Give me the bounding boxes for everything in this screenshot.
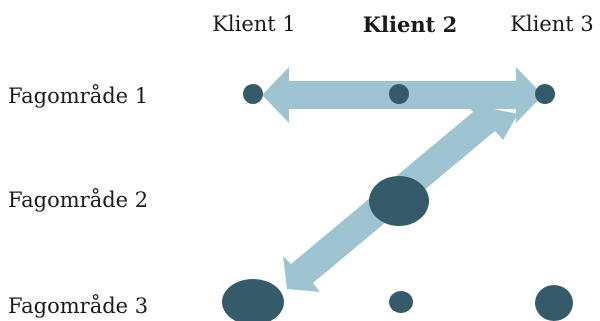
column-header-klient-3: Klient 3 bbox=[510, 12, 594, 36]
row-label-fagomrade-1: Fagområde 1 bbox=[8, 84, 149, 108]
dot-fagomrade1-klient2 bbox=[389, 84, 409, 104]
dot-fagomrade1-klient1 bbox=[243, 84, 263, 104]
row-label-fagomrade-3: Fagområde 3 bbox=[8, 294, 149, 318]
column-header-klient-1: Klient 1 bbox=[212, 12, 296, 36]
dot-fagomrade3-klient3 bbox=[535, 285, 573, 321]
dot-fagomrade2-klient2 bbox=[369, 176, 429, 226]
dot-fagomrade3-klient1 bbox=[222, 279, 284, 321]
dot-fagomrade3-klient2 bbox=[389, 291, 413, 313]
column-header-klient-2: Klient 2 bbox=[362, 12, 458, 37]
row-label-fagomrade-2: Fagområde 2 bbox=[8, 188, 149, 212]
dot-fagomrade1-klient3 bbox=[535, 84, 555, 104]
